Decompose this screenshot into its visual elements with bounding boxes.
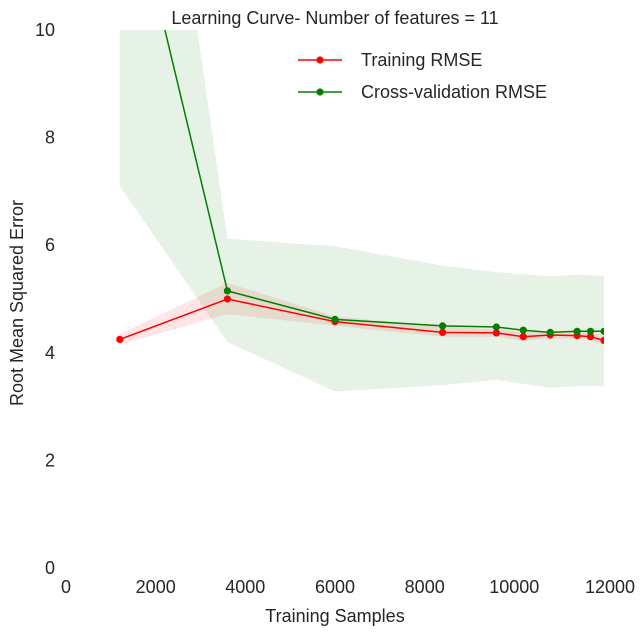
y-tick-label: 8 bbox=[45, 128, 55, 148]
cross-validation-rmse-point bbox=[519, 326, 527, 334]
legend-swatch-marker bbox=[316, 88, 324, 96]
y-tick-label: 2 bbox=[45, 450, 55, 470]
cross-validation-rmse-point bbox=[223, 287, 231, 295]
y-axis-label: Root Mean Squared Error bbox=[7, 200, 27, 406]
y-tick-label: 6 bbox=[45, 235, 55, 255]
training-rmse-point bbox=[116, 335, 124, 343]
x-tick-label: 12000 bbox=[585, 577, 635, 597]
series-lines bbox=[119, 30, 604, 342]
y-tick-labels: 0 2 4 6 8 10 bbox=[35, 20, 55, 578]
x-tick-label: 0 bbox=[61, 577, 71, 597]
training-rmse-point bbox=[492, 329, 500, 337]
cross-validation-rmse-point bbox=[492, 323, 500, 331]
x-tick-label: 8000 bbox=[405, 577, 445, 597]
training-rmse-point bbox=[223, 295, 231, 303]
cross-validation-rmse-point bbox=[600, 327, 604, 335]
training-rmse-band bbox=[119, 282, 604, 345]
x-tick-label: 2000 bbox=[136, 577, 176, 597]
cross-validation-rmse-point bbox=[546, 328, 554, 336]
training-rmse-line bbox=[119, 298, 604, 342]
training-rmse-point bbox=[600, 336, 604, 344]
legend-item: Cross-validation RMSE bbox=[298, 82, 547, 102]
legend-swatch-marker bbox=[316, 56, 324, 64]
chart-title: Learning Curve- Number of features = 11 bbox=[171, 8, 498, 28]
training-rmse-point bbox=[519, 333, 527, 341]
cross-validation-rmse-point bbox=[439, 322, 447, 330]
x-tick-labels: 0 2000 4000 6000 8000 10000 12000 bbox=[61, 577, 635, 597]
cross-validation-rmse-point bbox=[586, 327, 595, 335]
y-tick-label: 4 bbox=[45, 343, 55, 363]
x-tick-label: 6000 bbox=[315, 577, 355, 597]
legend-item: Training RMSE bbox=[298, 50, 482, 70]
cross-validation-rmse-point bbox=[331, 315, 339, 323]
x-tick-label: 10000 bbox=[489, 577, 539, 597]
x-axis-label: Training Samples bbox=[265, 606, 404, 626]
series-markers bbox=[116, 287, 604, 344]
legend: Training RMSE Cross-validation RMSE bbox=[298, 50, 547, 102]
training-rmse-point bbox=[439, 328, 447, 336]
x-tick-label: 4000 bbox=[225, 577, 265, 597]
y-tick-label: 0 bbox=[45, 558, 55, 578]
cross-validation-rmse-line bbox=[164, 30, 604, 334]
y-tick-label: 10 bbox=[35, 20, 55, 40]
legend-label: Cross-validation RMSE bbox=[361, 82, 547, 102]
cross-validation-rmse-point bbox=[573, 327, 581, 335]
legend-label: Training RMSE bbox=[361, 50, 482, 70]
training-rmse-point bbox=[586, 333, 595, 341]
